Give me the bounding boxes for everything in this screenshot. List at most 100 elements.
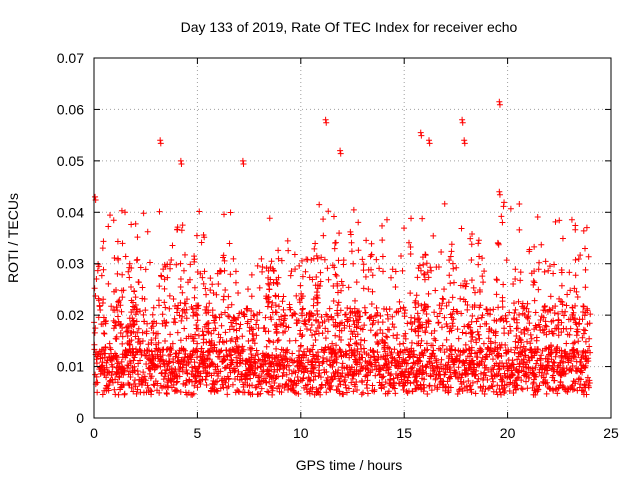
data-point [550,317,557,324]
data-point [586,380,593,387]
data-point [552,218,559,225]
data-point [475,375,482,382]
data-point [516,201,523,208]
data-point [476,345,483,352]
data-point [418,132,425,139]
data-point [100,314,107,321]
data-point [344,305,351,312]
data-point [342,374,349,381]
data-point [543,390,550,397]
data-point [142,266,149,273]
data-point [527,331,534,338]
data-point [344,318,351,325]
data-point [302,268,309,275]
data-point [134,256,141,263]
data-point [222,329,229,336]
data-point [317,269,324,276]
data-point [161,299,168,306]
data-point [582,356,589,363]
data-point [176,373,183,380]
data-point [383,333,390,340]
data-point [278,356,285,363]
data-point [519,386,526,393]
data-point [244,376,251,383]
data-point [367,253,374,260]
data-point [130,306,137,313]
data-point [503,318,510,325]
data-point [286,366,293,373]
data-point [183,296,190,303]
data-point [295,317,302,324]
data-point [543,331,550,338]
data-point [437,361,444,368]
data-point [127,329,134,336]
data-point [392,268,399,275]
data-point [353,324,360,331]
data-point [230,326,237,333]
data-point [364,385,371,392]
data-point [225,383,232,390]
data-point [421,301,428,308]
data-point [343,384,350,391]
data-point [273,360,280,367]
data-point [334,289,341,296]
data-point [435,320,442,327]
data-point [544,367,551,374]
data-point [177,275,184,282]
data-point [350,388,357,395]
data-point [521,326,528,333]
data-point [224,384,231,391]
data-point [372,372,379,379]
data-point [445,299,452,306]
data-point [425,290,432,297]
data-point [135,371,142,378]
data-point [416,262,423,269]
data-point [113,287,120,294]
data-point [379,330,386,337]
data-point [200,331,207,338]
data-point [477,323,484,330]
data-point [294,373,301,380]
data-point [166,305,173,312]
data-point [423,347,430,354]
data-point [414,274,421,281]
data-point [585,253,592,260]
data-point [467,329,474,336]
data-point [275,303,282,310]
data-point [181,306,188,313]
data-point [572,222,579,229]
data-point [567,366,574,373]
data-point [354,323,361,330]
data-point [574,293,581,300]
data-point [141,373,148,380]
data-point [371,386,378,393]
data-point [356,351,363,358]
data-point [545,267,552,274]
data-point [217,334,224,341]
data-point [244,305,251,312]
data-point [98,272,105,279]
data-point [516,226,523,233]
data-point [447,384,454,391]
data-point [475,240,482,247]
data-point [174,305,181,312]
data-point [485,335,492,342]
data-point [369,367,376,374]
data-point [420,388,427,395]
data-point [446,257,453,264]
data-point [462,341,469,348]
data-point [586,320,593,327]
data-point [515,353,522,360]
data-point [459,329,466,336]
data-point [517,277,524,284]
data-point [336,230,343,237]
data-point [256,309,263,316]
data-point [322,335,329,342]
data-point [318,254,325,261]
data-point [275,255,282,262]
data-point [482,386,489,393]
data-point [351,347,358,354]
data-point [105,387,112,394]
data-point [232,279,239,286]
data-point [342,382,349,389]
